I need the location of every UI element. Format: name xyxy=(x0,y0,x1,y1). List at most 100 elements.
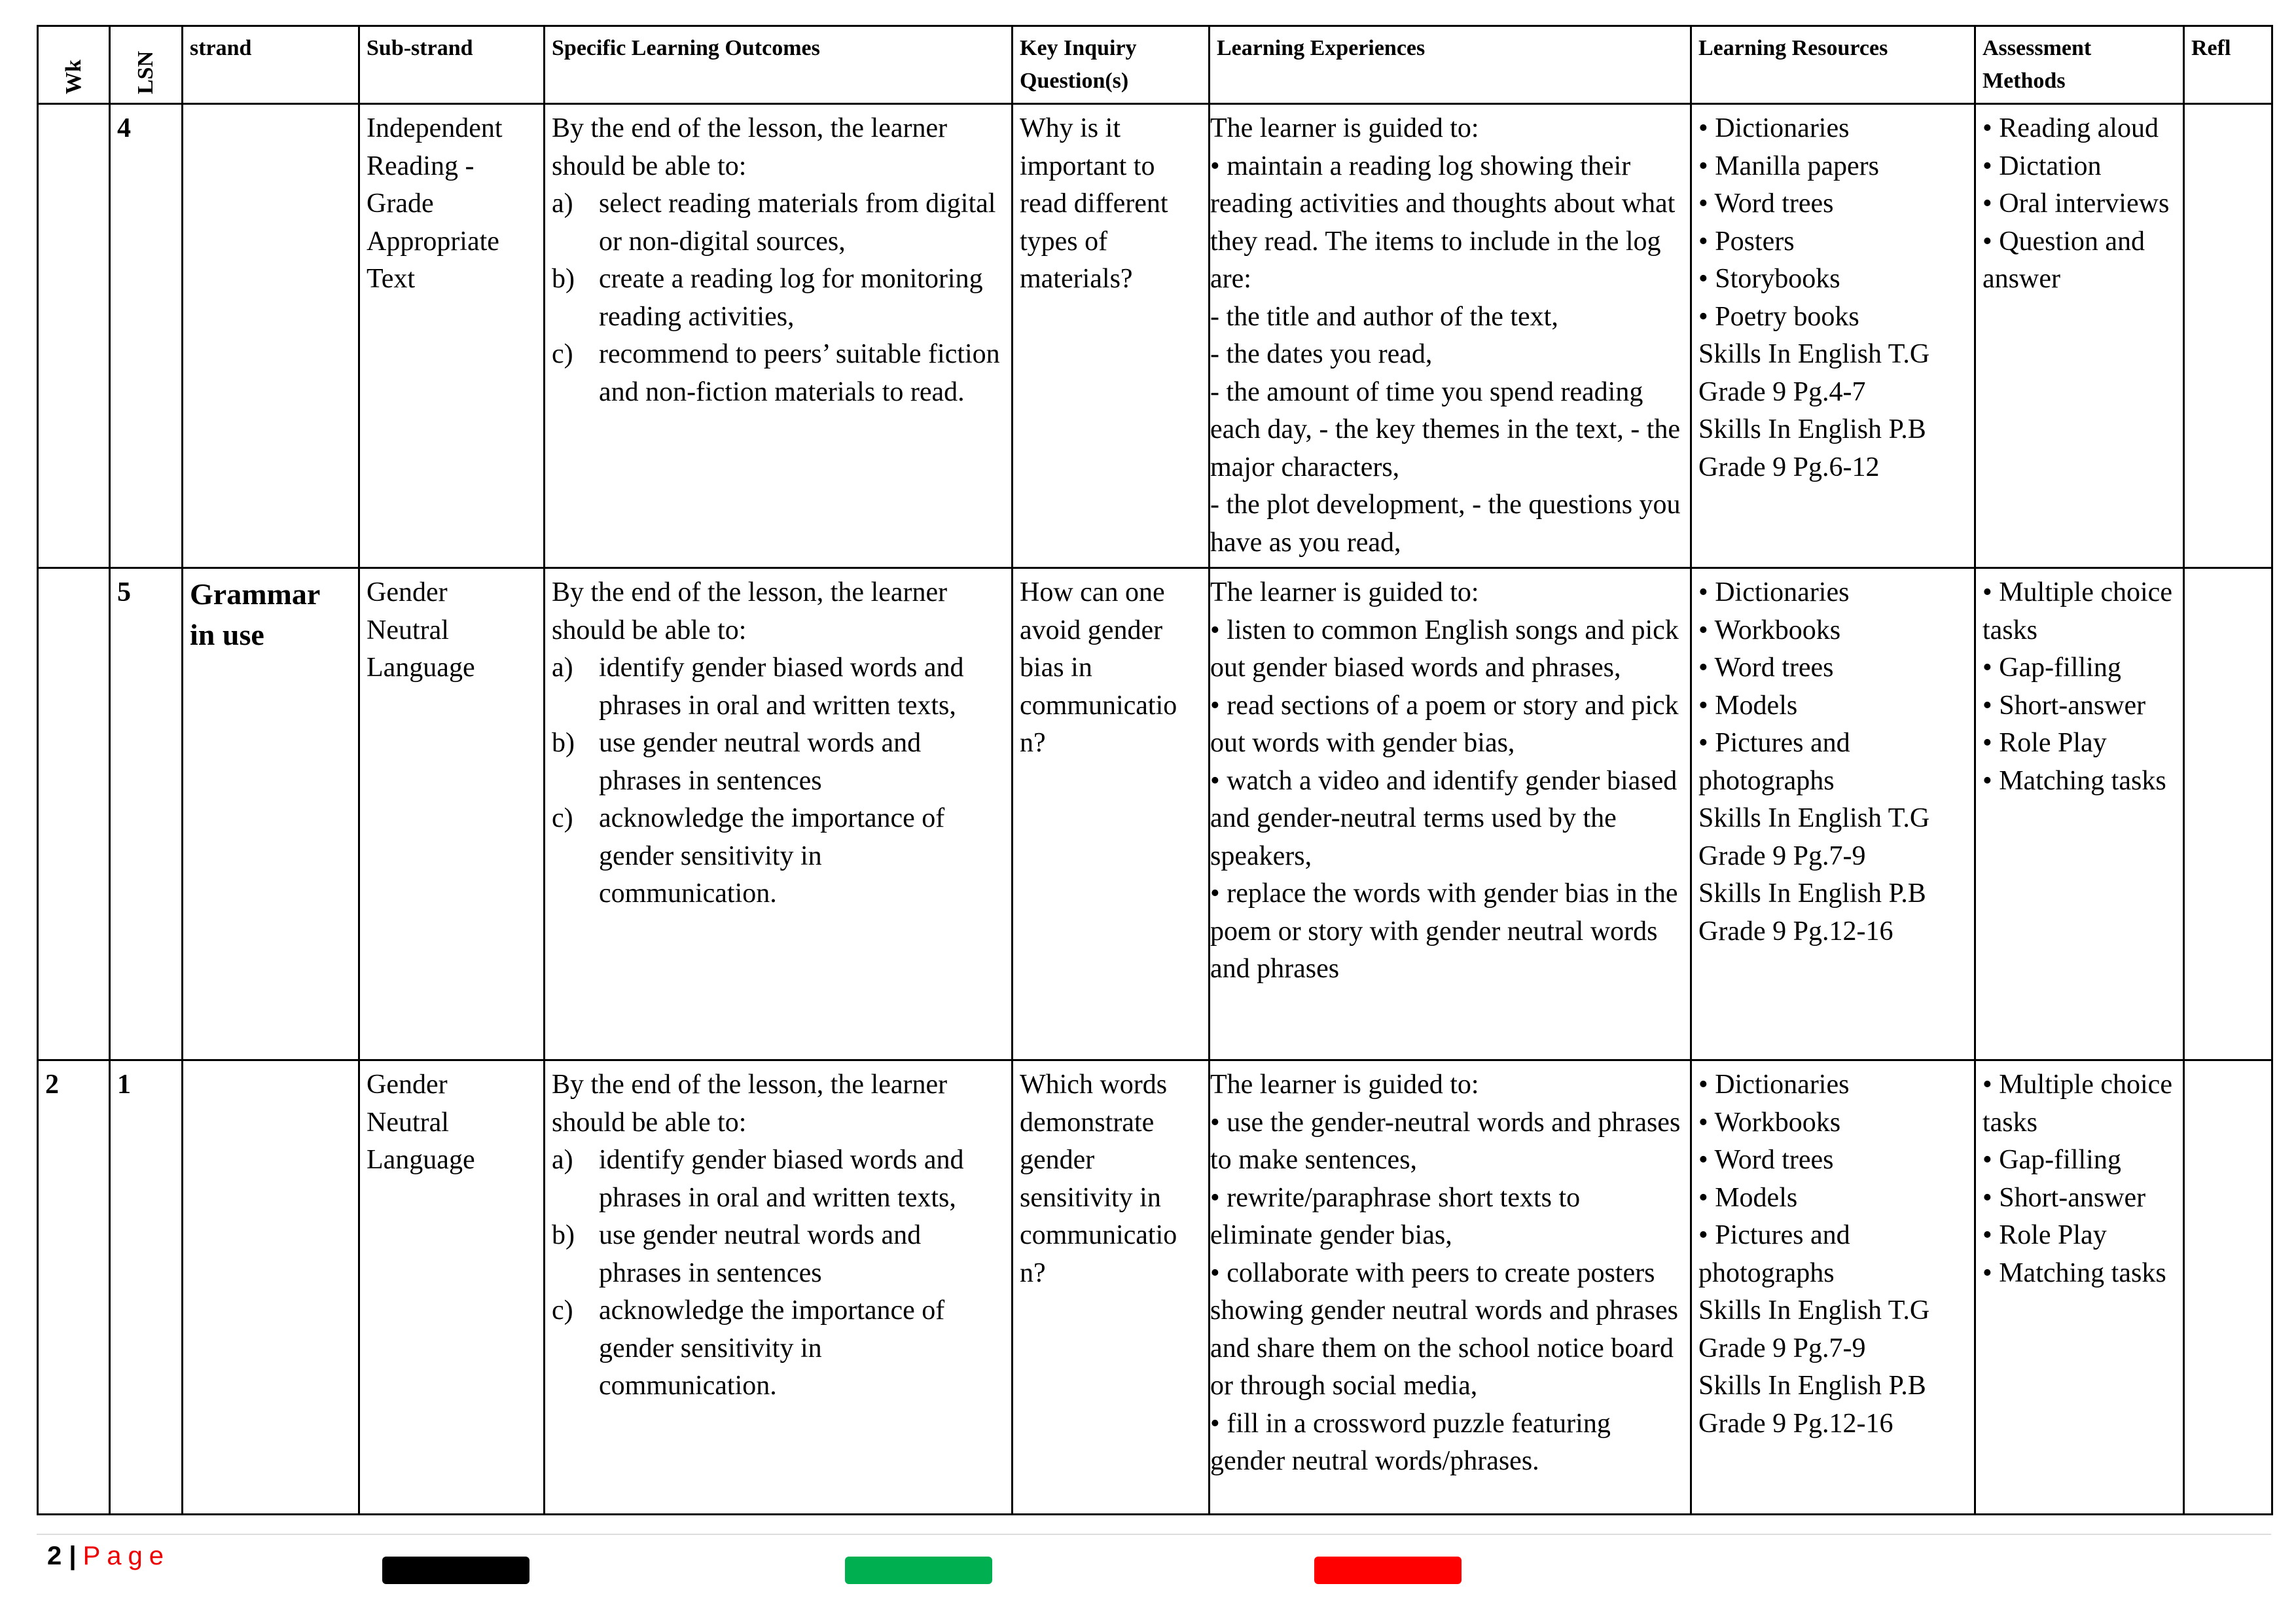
resource-item: Skills In English T.G Grade 9 Pg.7-9 xyxy=(1698,1295,1930,1363)
resource-item: • Manilla papers xyxy=(1698,151,1879,181)
resource-item: Skills In English P.B Grade 9 Pg.12-16 xyxy=(1698,878,1926,947)
experience-line: - the amount of time you spend reading e… xyxy=(1210,376,1681,482)
assessment-item: • Role Play xyxy=(1982,728,2107,758)
sub-strand-cell-text: Gender Neutral Language xyxy=(367,1070,475,1175)
header-text: Learning Resources xyxy=(1698,36,1888,60)
outcome-label: a) xyxy=(552,653,573,683)
experience-line: • rewrite/paraphrase short texts to elim… xyxy=(1210,1182,1581,1251)
outcome-label: b) xyxy=(552,728,575,758)
question-cell-text: Why is it important to read different ty… xyxy=(1020,113,1168,294)
reflection-cell xyxy=(2183,567,2273,1061)
header-cell: Learning Resources xyxy=(1690,25,1976,105)
resource-item: • Dictionaries xyxy=(1698,1070,1850,1100)
assessment-item: • Gap-filling xyxy=(1982,1145,2121,1175)
header-cell: Wk xyxy=(37,25,111,105)
strand-cell: Grammar in use xyxy=(181,567,360,1061)
lesson-cell: 4 xyxy=(109,103,183,569)
assessment-item: • Short-answer xyxy=(1982,690,2146,721)
header-text: Refl xyxy=(2191,36,2231,60)
assessment-item: • Question and answer xyxy=(1982,226,2145,295)
separator: | xyxy=(69,1542,77,1570)
sub-strand-cell-text: Independent Reading - Grade Appropriate … xyxy=(367,113,503,294)
outcomes-cell: By the end of the lesson, the learner sh… xyxy=(543,103,1013,569)
table-row: 2 1 Gender Neutral Language By the end of t… xyxy=(37,1059,2273,1515)
question-cell: Which words demonstrate gender sensitivi… xyxy=(1011,1059,1210,1515)
resource-item: • Pictures and photographs xyxy=(1698,728,1850,796)
experience-line: • watch a video and identify gender bias… xyxy=(1210,765,1677,871)
header-cell: strand xyxy=(181,25,360,105)
strand-cell xyxy=(181,1059,360,1515)
week-cell xyxy=(37,103,111,569)
question-cell: How can one avoid gender bias in communi… xyxy=(1011,567,1210,1061)
resource-item: Skills In English T.G Grade 9 Pg.4-7 xyxy=(1698,339,1930,407)
experience-line: The learner is guided to: xyxy=(1210,1070,1479,1100)
question-cell-text: Which words demonstrate gender sensitivi… xyxy=(1020,1070,1177,1288)
resource-item: Skills In English T.G Grade 9 Pg.7-9 xyxy=(1698,803,1930,871)
header-cell: LSN xyxy=(109,25,183,105)
resource-item: • Dictionaries xyxy=(1698,113,1850,143)
resource-item: • Word trees xyxy=(1698,653,1834,683)
header-cell: Sub-strand xyxy=(358,25,545,105)
experience-line: - the plot development, - the questions … xyxy=(1210,490,1681,558)
resource-item: • Poetry books xyxy=(1698,301,1859,332)
resource-item: Skills In English P.B Grade 9 Pg.6-12 xyxy=(1698,414,1926,482)
outcome-label: b) xyxy=(552,264,575,294)
assessment-item: • Short-answer xyxy=(1982,1182,2146,1213)
experience-line: • read sections of a poem or story and p… xyxy=(1210,690,1679,759)
header-text: strand xyxy=(190,36,252,60)
resource-item: • Word trees xyxy=(1698,189,1834,219)
outcome-text: acknowledge the importance of gender sen… xyxy=(599,803,945,909)
sub-strand-cell: Independent Reading - Grade Appropriate … xyxy=(358,103,545,569)
outcomes-cell: By the end of the lesson, the learner sh… xyxy=(543,567,1013,1061)
experience-line: • replace the words with gender bias in … xyxy=(1210,878,1678,984)
lesson-cell-text: 1 xyxy=(117,1070,131,1100)
assessment-cell: • Multiple choice tasks • Gap-filling • Sh… xyxy=(1974,1059,2185,1515)
outcomes-intro: By the end of the lesson, the learner sh… xyxy=(552,1070,948,1138)
table-body: 4 Independent Reading - Grade Appropriate… xyxy=(37,103,2273,1515)
experience-line: The learner is guided to: xyxy=(1210,577,1479,607)
footer-rule xyxy=(37,1534,2271,1535)
resource-item: • Models xyxy=(1698,1182,1798,1213)
table-row: 5 Grammar in use Gender Neutral Language By… xyxy=(37,567,2273,1061)
experiences-cell: The learner is guided to: • listen to com… xyxy=(1208,567,1692,1061)
outcome-label: a) xyxy=(552,1145,573,1175)
outcome-label: c) xyxy=(552,803,573,833)
header-cell: Key Inquiry Question(s) xyxy=(1011,25,1210,105)
header-cell: Refl xyxy=(2183,25,2273,105)
strand-cell xyxy=(181,103,360,569)
header-text: Key Inquiry Question(s) xyxy=(1020,36,1137,93)
resource-item: • Dictionaries xyxy=(1698,577,1850,607)
outcome-item: b) create a reading log for monitoring re… xyxy=(552,261,1005,336)
resource-item: Skills In English P.B Grade 9 Pg.12-16 xyxy=(1698,1371,1926,1439)
table-row: 4 Independent Reading - Grade Appropriate… xyxy=(37,103,2273,569)
outcome-item: a) select reading materials from digital … xyxy=(552,185,1005,261)
outcomes-cell: By the end of the lesson, the learner sh… xyxy=(543,1059,1013,1515)
week-cell: 2 xyxy=(37,1059,111,1515)
resource-item: • Posters xyxy=(1698,226,1795,257)
header-text: Learning Experiences xyxy=(1217,36,1426,60)
experience-line: The learner is guided to: xyxy=(1210,113,1479,143)
experience-line: - the title and author of the text, xyxy=(1210,301,1558,332)
outcome-item: b) use gender neutral words and phrases i… xyxy=(552,725,1005,800)
question-cell: Why is it important to read different ty… xyxy=(1011,103,1210,569)
outcome-label: a) xyxy=(552,189,573,219)
header-text: Specific Learning Outcomes xyxy=(552,36,820,60)
assessment-item: • Matching tasks xyxy=(1982,1257,2166,1288)
footer: 2 | Page xyxy=(47,1540,170,1572)
outcomes-intro: By the end of the lesson, the learner sh… xyxy=(552,577,948,645)
black-bar xyxy=(382,1557,529,1584)
resource-item: • Models xyxy=(1698,690,1798,721)
header-cell: Specific Learning Outcomes xyxy=(543,25,1013,105)
page-number: 2 xyxy=(47,1542,62,1570)
outcome-text: use gender neutral words and phrases in … xyxy=(599,728,922,796)
header-cell: Learning Experiences xyxy=(1208,25,1692,105)
assessment-item: • Gap-filling xyxy=(1982,653,2121,683)
experience-line: • collaborate with peers to create poste… xyxy=(1210,1257,1678,1401)
sub-strand-cell: Gender Neutral Language xyxy=(358,1059,545,1515)
question-cell-text: How can one avoid gender bias in communi… xyxy=(1020,577,1177,758)
outcome-text: identify gender biased words and phrases… xyxy=(599,653,964,721)
outcome-text: select reading materials from digital or… xyxy=(599,189,996,257)
lesson-cell: 5 xyxy=(109,567,183,1061)
resources-cell: • Dictionaries • Workbooks • Word trees • M… xyxy=(1690,567,1976,1061)
